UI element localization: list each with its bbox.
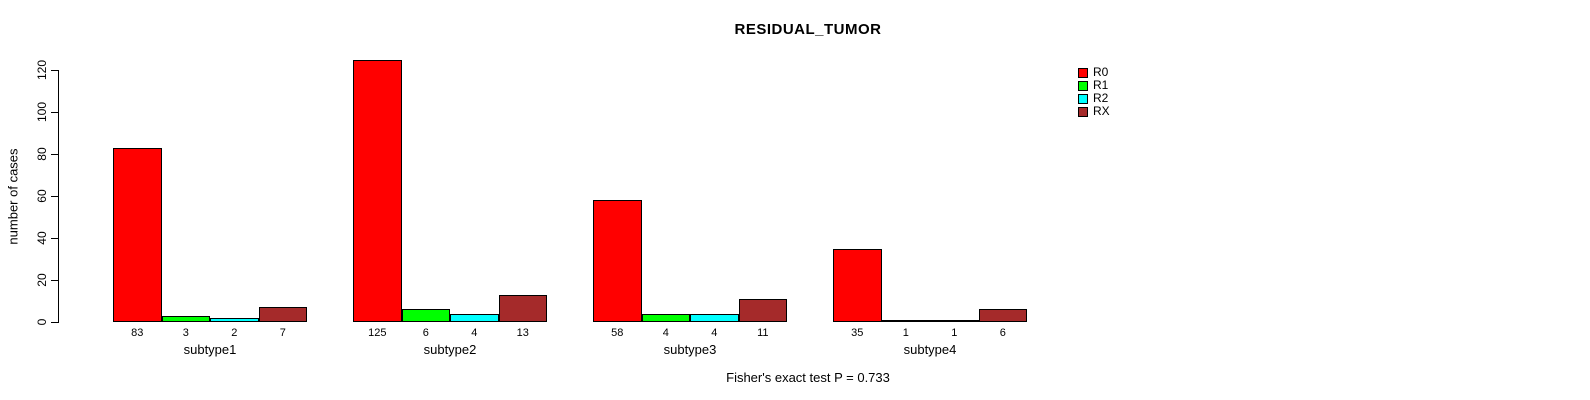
- y-tick-mark: [51, 196, 58, 197]
- legend-item-RX: RX: [1078, 105, 1110, 118]
- bar-R1-subtype3: [641, 313, 690, 322]
- bar-value-label-R2-subtype4: 1: [951, 327, 958, 339]
- legend-item-R0: R0: [1078, 66, 1110, 79]
- bar-R2-subtype4: [930, 319, 979, 322]
- group-label-subtype3: subtype3: [663, 342, 717, 357]
- y-tick-label: 80: [35, 147, 49, 161]
- legend-label-RX: RX: [1093, 104, 1110, 118]
- y-tick-mark: [51, 322, 58, 323]
- y-tick-label: 40: [35, 231, 49, 245]
- bar-value-label-R1-subtype1: 3: [182, 327, 189, 339]
- bar-R0-subtype2: [353, 59, 402, 322]
- y-tick-label: 0: [35, 318, 49, 326]
- y-tick-label: 100: [35, 101, 49, 123]
- bar-R1-subtype1: [161, 315, 210, 322]
- legend-label-R1: R1: [1093, 78, 1109, 92]
- bar-value-label-R1-subtype2: 6: [422, 327, 429, 339]
- y-axis-label: number of cases: [5, 148, 21, 245]
- bar-R0-subtype1: [113, 147, 162, 322]
- chart-title: RESIDUAL_TUMOR: [734, 21, 882, 38]
- bar-RX-subtype1: [258, 307, 307, 322]
- bar-value-label-RX-subtype3: 11: [757, 327, 769, 339]
- group-label-subtype1: subtype1: [183, 342, 237, 357]
- y-tick-label: 20: [35, 273, 49, 287]
- bar-value-label-R0-subtype3: 58: [611, 327, 624, 339]
- legend-swatch-RX: [1078, 106, 1088, 117]
- y-axis-line: [58, 70, 59, 323]
- y-tick-label: 60: [35, 189, 49, 203]
- bar-value-label-RX-subtype4: 6: [999, 327, 1006, 339]
- bar-value-label-R0-subtype4: 35: [851, 327, 864, 339]
- bar-RX-subtype3: [738, 298, 787, 322]
- bar-value-label-R0-subtype1: 83: [131, 327, 144, 339]
- bar-R2-subtype2: [450, 313, 499, 322]
- bar-R2-subtype1: [210, 317, 259, 322]
- legend: R0 R1 R2 RX: [1078, 66, 1110, 118]
- bar-value-label-R2-subtype2: 4: [471, 327, 478, 339]
- legend-item-R1: R1: [1078, 79, 1110, 92]
- bar-value-label-RX-subtype1: 7: [279, 327, 286, 339]
- bar-value-label-R2-subtype3: 4: [711, 327, 718, 339]
- y-tick-mark: [51, 238, 58, 239]
- bar-R1-subtype2: [401, 309, 450, 322]
- bar-RX-subtype4: [978, 309, 1027, 322]
- legend-swatch-R1: [1078, 80, 1088, 91]
- group-label-subtype4: subtype4: [903, 342, 957, 357]
- legend-label-R2: R2: [1093, 91, 1109, 105]
- y-tick-mark: [51, 154, 58, 155]
- legend-item-R2: R2: [1078, 92, 1110, 105]
- bar-value-label-R2-subtype1: 2: [231, 327, 238, 339]
- y-tick-mark: [51, 112, 58, 113]
- bar-RX-subtype2: [498, 294, 547, 322]
- y-tick-mark: [51, 280, 58, 281]
- bar-R0-subtype4: [833, 248, 882, 322]
- bar-R2-subtype3: [690, 313, 739, 322]
- y-tick-mark: [51, 70, 58, 71]
- bar-value-label-RX-subtype2: 13: [516, 327, 529, 339]
- y-tick-label: 120: [35, 59, 49, 81]
- bar-R1-subtype4: [881, 319, 930, 322]
- legend-label-R0: R0: [1093, 65, 1109, 79]
- fisher-test-annotation: Fisher's exact test P = 0.733: [726, 370, 890, 385]
- bar-value-label-R1-subtype4: 1: [902, 327, 909, 339]
- bar-value-label-R1-subtype3: 4: [662, 327, 669, 339]
- legend-swatch-R2: [1078, 93, 1088, 104]
- legend-swatch-R0: [1078, 67, 1088, 78]
- bar-R0-subtype3: [593, 200, 642, 322]
- group-label-subtype2: subtype2: [423, 342, 477, 357]
- bar-value-label-R0-subtype2: 125: [368, 327, 387, 339]
